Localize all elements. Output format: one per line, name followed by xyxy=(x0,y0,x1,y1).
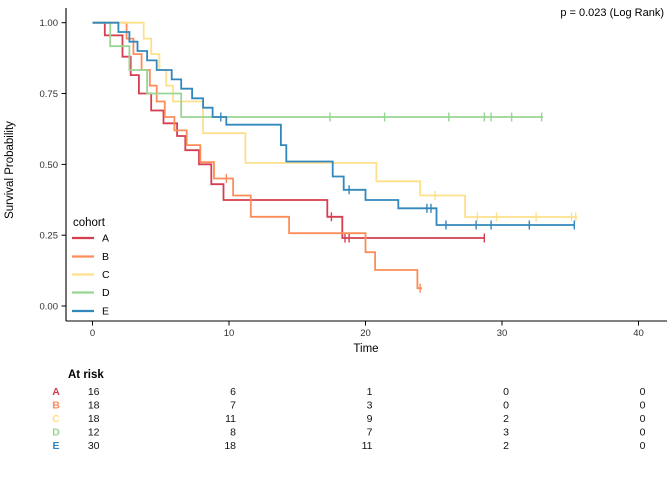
risk-cell: 2 xyxy=(503,413,509,425)
risk-row-label-B: B xyxy=(52,400,60,412)
x-axis-title: Time xyxy=(353,343,378,355)
y-tick-label: 0.75 xyxy=(40,89,59,100)
risk-row-label-E: E xyxy=(52,440,59,452)
km-curve-D xyxy=(92,21,543,118)
risk-row-label-C: C xyxy=(52,413,60,425)
risk-cell: 9 xyxy=(367,413,373,425)
x-tick-label: 10 xyxy=(224,328,235,339)
risk-row-label-D: D xyxy=(52,427,60,439)
x-tick-label: 30 xyxy=(497,328,508,339)
risk-cell: 0 xyxy=(640,413,646,425)
risk-cell: 0 xyxy=(503,400,509,412)
y-axis-title: Survival Probability xyxy=(4,121,16,219)
risk-row-label-A: A xyxy=(52,386,60,398)
x-tick-label: 20 xyxy=(360,328,371,339)
risk-cell: 18 xyxy=(88,400,100,412)
legend-label-B: B xyxy=(102,251,109,263)
legend-label-E: E xyxy=(102,306,109,318)
risk-cell: 0 xyxy=(640,440,646,452)
risk-cell: 0 xyxy=(640,400,646,412)
risk-cell: 8 xyxy=(230,427,236,439)
y-tick-label: 0.00 xyxy=(40,302,59,313)
legend-title: cohort xyxy=(73,217,106,229)
risk-cell: 3 xyxy=(503,427,509,439)
risk-table-title: At risk xyxy=(68,369,104,381)
risk-cell: 2 xyxy=(503,440,509,452)
legend-label-D: D xyxy=(102,287,110,299)
risk-cell: 7 xyxy=(230,400,236,412)
risk-cell: 0 xyxy=(640,386,646,398)
risk-cell: 30 xyxy=(88,440,100,452)
risk-cell: 16 xyxy=(88,386,100,398)
risk-cell: 6 xyxy=(230,386,236,398)
x-tick-label: 40 xyxy=(633,328,644,339)
risk-cell: 12 xyxy=(88,427,100,439)
risk-cell: 11 xyxy=(362,440,373,452)
risk-cell: 11 xyxy=(225,413,236,425)
pvalue-annotation: p = 0.023 (Log Rank) xyxy=(560,7,664,19)
risk-cell: 0 xyxy=(503,386,509,398)
km-curve-E xyxy=(92,21,575,226)
legend: cohort A B C D E xyxy=(72,217,110,318)
risk-cell: 7 xyxy=(367,427,373,439)
risk-cell: 3 xyxy=(367,400,373,412)
risk-cell: 0 xyxy=(640,427,646,439)
risk-cell: 18 xyxy=(224,440,236,452)
y-tick-label: 0.50 xyxy=(40,160,59,171)
legend-label-A: A xyxy=(102,233,109,245)
risk-table: At risk A 16 6 1 0 0 B 18 7 3 0 0 C 18 1… xyxy=(52,369,645,452)
y-tick-label: 0.25 xyxy=(40,231,59,242)
risk-cell: 18 xyxy=(88,413,100,425)
risk-cell: 1 xyxy=(367,386,373,398)
x-tick-label: 0 xyxy=(90,328,95,339)
legend-label-C: C xyxy=(102,269,110,281)
y-tick-label: 1.00 xyxy=(40,18,59,29)
km-curve-C xyxy=(92,21,578,218)
km-curve-B xyxy=(92,21,423,290)
survival-curves xyxy=(92,21,578,293)
